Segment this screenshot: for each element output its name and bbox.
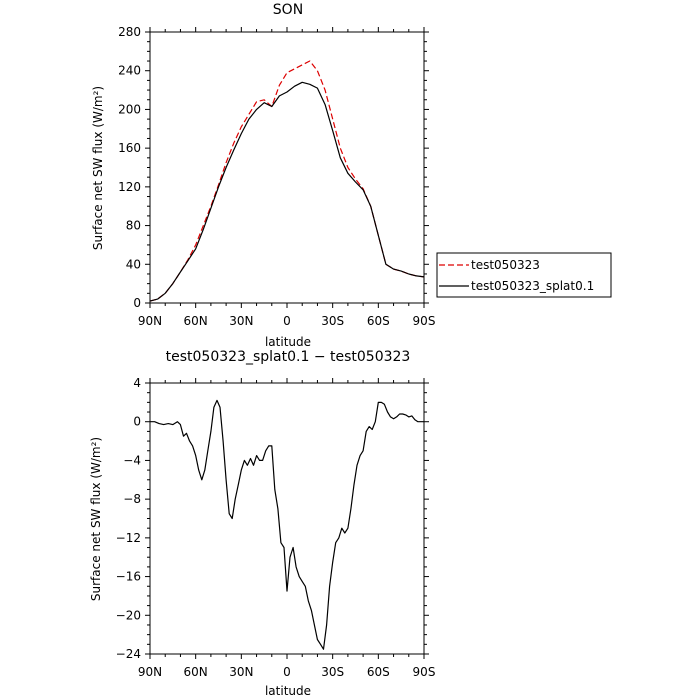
bottom-x-tick-label: 90S (413, 665, 436, 679)
top-ticks: 90N 60N 30N 0 30S 60S 90S 0 40 80 120 160 200 240 280 (118, 25, 435, 328)
bottom-y-tick-label: −12 (116, 531, 141, 545)
top-x-tick-label: 90N (138, 314, 162, 328)
bottom-series-line-difference (150, 399, 424, 650)
bottom-x-tick-label: 0 (283, 665, 291, 679)
top-y-tick-label: 80 (126, 219, 141, 233)
bottom-y-tick-label: −4 (123, 453, 141, 467)
top-x-tick-label: 0 (283, 314, 291, 328)
bottom-y-tick-label: −8 (123, 492, 141, 506)
top-x-tick-label: 30S (321, 314, 344, 328)
top-y-tick-label: 160 (118, 141, 141, 155)
bottom-x-label: latitude (265, 684, 311, 698)
top-series-line-test050323 (149, 60, 425, 302)
bottom-ticks: 90N 60N 30N 0 30S 60S 90S 4 0 −4 −8 −12 −16 −20 −24 (116, 376, 436, 679)
top-y-label: Surface net SW flux (W/m²) (91, 86, 105, 250)
top-x-tick-label: 60N (184, 314, 208, 328)
top-x-tick-label: 90S (413, 314, 436, 328)
bottom-y-label: Surface net SW flux (W/m²) (89, 437, 103, 601)
bottom-x-tick-label: 60S (367, 665, 390, 679)
top-series-line-test050323-splat0-1 (149, 81, 425, 302)
top-y-tick-label: 40 (126, 257, 141, 271)
legend-label-test050323: test050323 (471, 258, 540, 272)
top-x-tick-label: 30N (229, 314, 253, 328)
top-x-tick-label: 60S (367, 314, 390, 328)
bottom-plot-frame (149, 382, 425, 655)
legend-label-test050323-splat: test050323_splat0.1 (471, 279, 594, 293)
bottom-y-tick-label: 0 (133, 415, 141, 429)
legend-box (436, 252, 612, 298)
bottom-x-tick-label: 90N (138, 665, 162, 679)
bottom-x-tick-label: 30S (321, 665, 344, 679)
top-y-tick-label: 0 (133, 296, 141, 310)
top-y-tick-label: 280 (118, 25, 141, 39)
top-panel: SON Surface net SW flux (W/m²) latitude … (91, 2, 435, 349)
bottom-y-tick-label: 4 (133, 376, 141, 390)
bottom-x-tick-label: 60N (184, 665, 208, 679)
top-x-label: latitude (265, 335, 311, 349)
top-series (149, 60, 425, 302)
bottom-title: test050323_splat0.1 − test050323 (166, 349, 411, 365)
bottom-series (150, 399, 424, 650)
bottom-y-tick-label: −24 (116, 647, 141, 661)
top-y-tick-label: 200 (118, 102, 141, 116)
top-y-tick-label: 240 (118, 64, 141, 78)
top-y-tick-label: 120 (118, 180, 141, 194)
top-plot-frame (149, 31, 425, 304)
legend: test050323 test050323_splat0.1 (436, 252, 612, 298)
top-title: SON (273, 2, 303, 18)
bottom-panel: test050323_splat0.1 − test050323 Surface… (89, 349, 435, 698)
bottom-y-tick-label: −16 (116, 570, 141, 584)
bottom-x-tick-label: 30N (229, 665, 253, 679)
bottom-y-tick-label: −20 (116, 608, 141, 622)
